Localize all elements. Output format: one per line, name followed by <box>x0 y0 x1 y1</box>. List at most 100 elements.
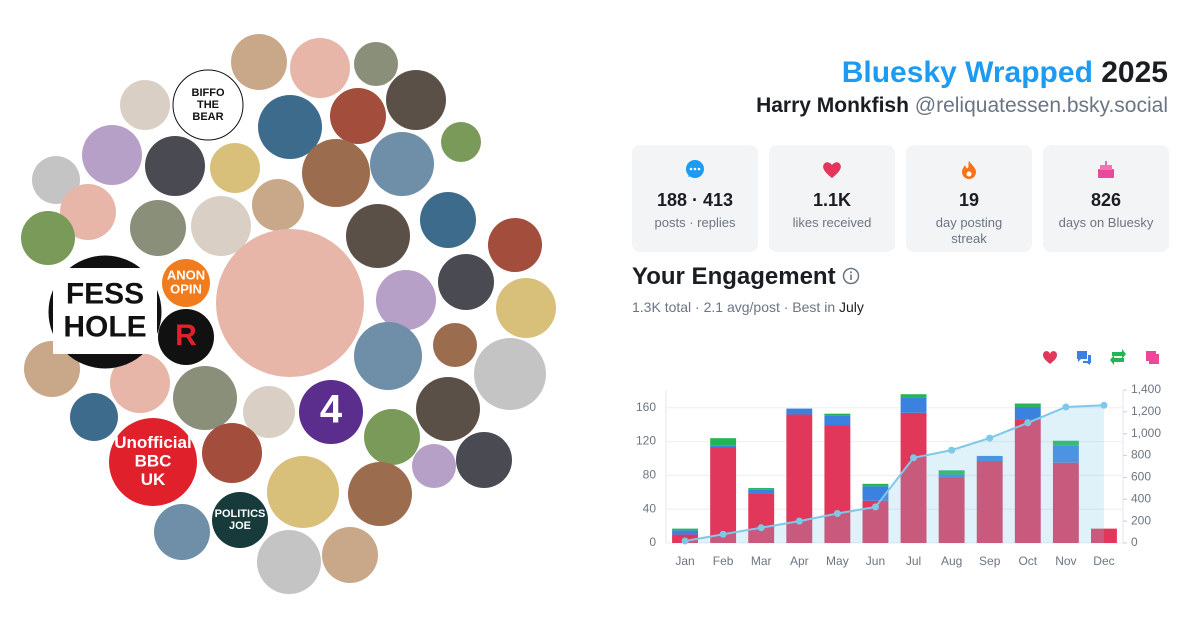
avatar[interactable] <box>70 393 118 441</box>
avatar[interactable] <box>60 184 116 240</box>
avatar[interactable] <box>474 338 546 410</box>
display-name: Harry Monkfish <box>756 94 909 117</box>
avatar[interactable] <box>456 432 512 488</box>
y2-tick-label: 0 <box>1131 535 1138 549</box>
avatar[interactable] <box>145 136 205 196</box>
icon <box>962 161 976 179</box>
avatar[interactable] <box>212 492 268 548</box>
y-tick-label: 40 <box>643 501 657 515</box>
avatar[interactable] <box>441 122 481 162</box>
bar-segment <box>862 486 889 501</box>
bar-segment <box>672 534 698 543</box>
avatar[interactable] <box>322 527 378 583</box>
avatar[interactable] <box>354 322 422 390</box>
line-area <box>685 405 1104 543</box>
bar-segment <box>976 461 1003 543</box>
avatar[interactable] <box>386 70 446 130</box>
avatar[interactable] <box>210 143 260 193</box>
avatar[interactable] <box>257 530 321 594</box>
bar-segment <box>824 425 851 543</box>
avatar[interactable] <box>354 42 398 86</box>
y2-tick-label: 600 <box>1131 470 1151 484</box>
x-tick-label: Jan <box>675 554 694 568</box>
y2-tick-label: 1,200 <box>1131 404 1161 418</box>
legend-icon[interactable] <box>1077 351 1091 365</box>
avatar-label: BIFFO <box>192 87 225 99</box>
avatar[interactable] <box>299 380 363 444</box>
x-tick-label: Oct <box>1018 554 1037 568</box>
stat-label: day posting streak <box>935 215 1003 246</box>
avatar[interactable] <box>346 204 410 268</box>
avatar[interactable] <box>364 409 420 465</box>
stat-value: 19 <box>958 190 980 210</box>
x-tick-label: Mar <box>751 554 772 568</box>
avatar[interactable] <box>82 125 142 185</box>
avatar[interactable] <box>173 366 237 430</box>
bar-segment <box>672 528 698 531</box>
avatar[interactable] <box>330 88 386 144</box>
year: 2025 <box>1101 56 1168 89</box>
bar-segment <box>1052 440 1079 446</box>
avatar[interactable] <box>158 309 214 365</box>
avatar[interactable] <box>267 456 339 528</box>
avatar[interactable] <box>433 323 477 367</box>
x-tick-label: Jun <box>866 554 885 568</box>
avatar[interactable] <box>32 156 80 204</box>
avatar[interactable] <box>162 259 210 307</box>
bar-segment <box>710 445 737 448</box>
bar-segment <box>710 438 737 446</box>
avatar[interactable] <box>258 95 322 159</box>
avatar[interactable] <box>21 211 75 265</box>
avatar[interactable] <box>412 444 456 488</box>
avatar[interactable] <box>154 504 210 560</box>
avatar[interactable] <box>120 80 170 130</box>
avatar[interactable] <box>488 218 542 272</box>
avatar[interactable] <box>348 462 412 526</box>
bar-segment <box>672 530 698 535</box>
title: Bluesky Wrapped 2025 <box>842 56 1168 90</box>
line-point <box>795 517 803 525</box>
avatar[interactable] <box>110 353 170 413</box>
avatar-label: FESS <box>66 277 144 310</box>
x-tick-label: Apr <box>790 554 809 568</box>
y-tick-label: 160 <box>636 400 656 414</box>
y2-tick-label: 1,000 <box>1131 426 1161 440</box>
section-title: Your Engagement <box>632 263 860 291</box>
icon <box>1098 161 1114 178</box>
avatar[interactable] <box>496 278 556 338</box>
legend-icon[interactable] <box>1043 351 1057 364</box>
avatar[interactable] <box>243 386 295 438</box>
avatar[interactable] <box>130 200 186 256</box>
avatar[interactable] <box>231 34 287 90</box>
avatar[interactable] <box>24 341 80 397</box>
avatar[interactable] <box>302 139 370 207</box>
avatar[interactable] <box>290 38 350 98</box>
avatar-label: Unofficial <box>114 433 191 452</box>
avatar[interactable] <box>252 179 304 231</box>
avatar[interactable] <box>370 132 434 196</box>
avatar[interactable] <box>216 229 364 377</box>
avatar[interactable] <box>420 192 476 248</box>
avatar[interactable] <box>438 254 494 310</box>
y2-tick-label: 200 <box>1131 513 1151 527</box>
info-icon[interactable] <box>842 267 860 285</box>
avatar[interactable] <box>172 69 244 141</box>
y2-tick-label: 1,400 <box>1131 382 1161 396</box>
stat-card: 826 days on Bluesky <box>1043 145 1169 252</box>
bar-segment <box>786 408 813 415</box>
legend-icon[interactable] <box>1146 351 1159 364</box>
avatar[interactable] <box>416 377 480 441</box>
avatar-label: UK <box>141 470 166 489</box>
avatar[interactable] <box>191 196 251 256</box>
stat-value: 826 <box>1090 190 1122 210</box>
avatar[interactable] <box>202 423 262 483</box>
avatar[interactable] <box>109 418 197 506</box>
avatar[interactable] <box>376 270 436 330</box>
bar-segment <box>1014 403 1041 407</box>
legend-icon[interactable] <box>1110 349 1126 365</box>
bar-segment <box>938 470 965 475</box>
line-point <box>986 434 994 442</box>
bar-segment <box>824 415 851 426</box>
bar-segment <box>748 493 775 543</box>
